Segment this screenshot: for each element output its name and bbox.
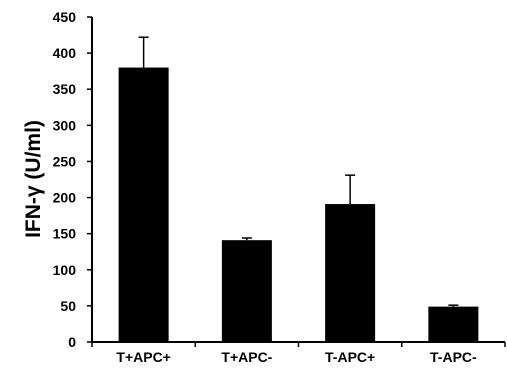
y-tick-label: 150: [53, 226, 77, 242]
y-tick-label: 400: [53, 45, 77, 61]
y-tick-label: 200: [53, 190, 77, 206]
x-tick-label: T+APC-: [221, 349, 272, 365]
bar: [221, 240, 272, 342]
y-tick-label: 250: [53, 153, 77, 169]
x-tick-label: T+APC+: [116, 349, 170, 365]
y-tick-label: 350: [53, 81, 77, 97]
y-tick-label: 0: [68, 334, 76, 350]
y-tick-label: 300: [53, 117, 77, 133]
y-tick-label: 50: [60, 298, 76, 314]
y-tick-label: 100: [53, 262, 77, 278]
bar: [428, 306, 479, 342]
y-axis-title-group: IFN-γ (U/ml): [22, 120, 45, 238]
x-tick-label: T-APC+: [325, 349, 375, 365]
bar: [118, 67, 169, 343]
chart-marks: 0 50 100 150 200 250 300 350 400 450 T+APC+ T+APC- T…: [53, 9, 506, 365]
y-tick-label: 450: [53, 9, 77, 25]
x-tick-label: T-APC-: [430, 349, 477, 365]
y-axis-title: IFN-γ (U/ml): [22, 120, 45, 238]
bar: [325, 204, 376, 342]
